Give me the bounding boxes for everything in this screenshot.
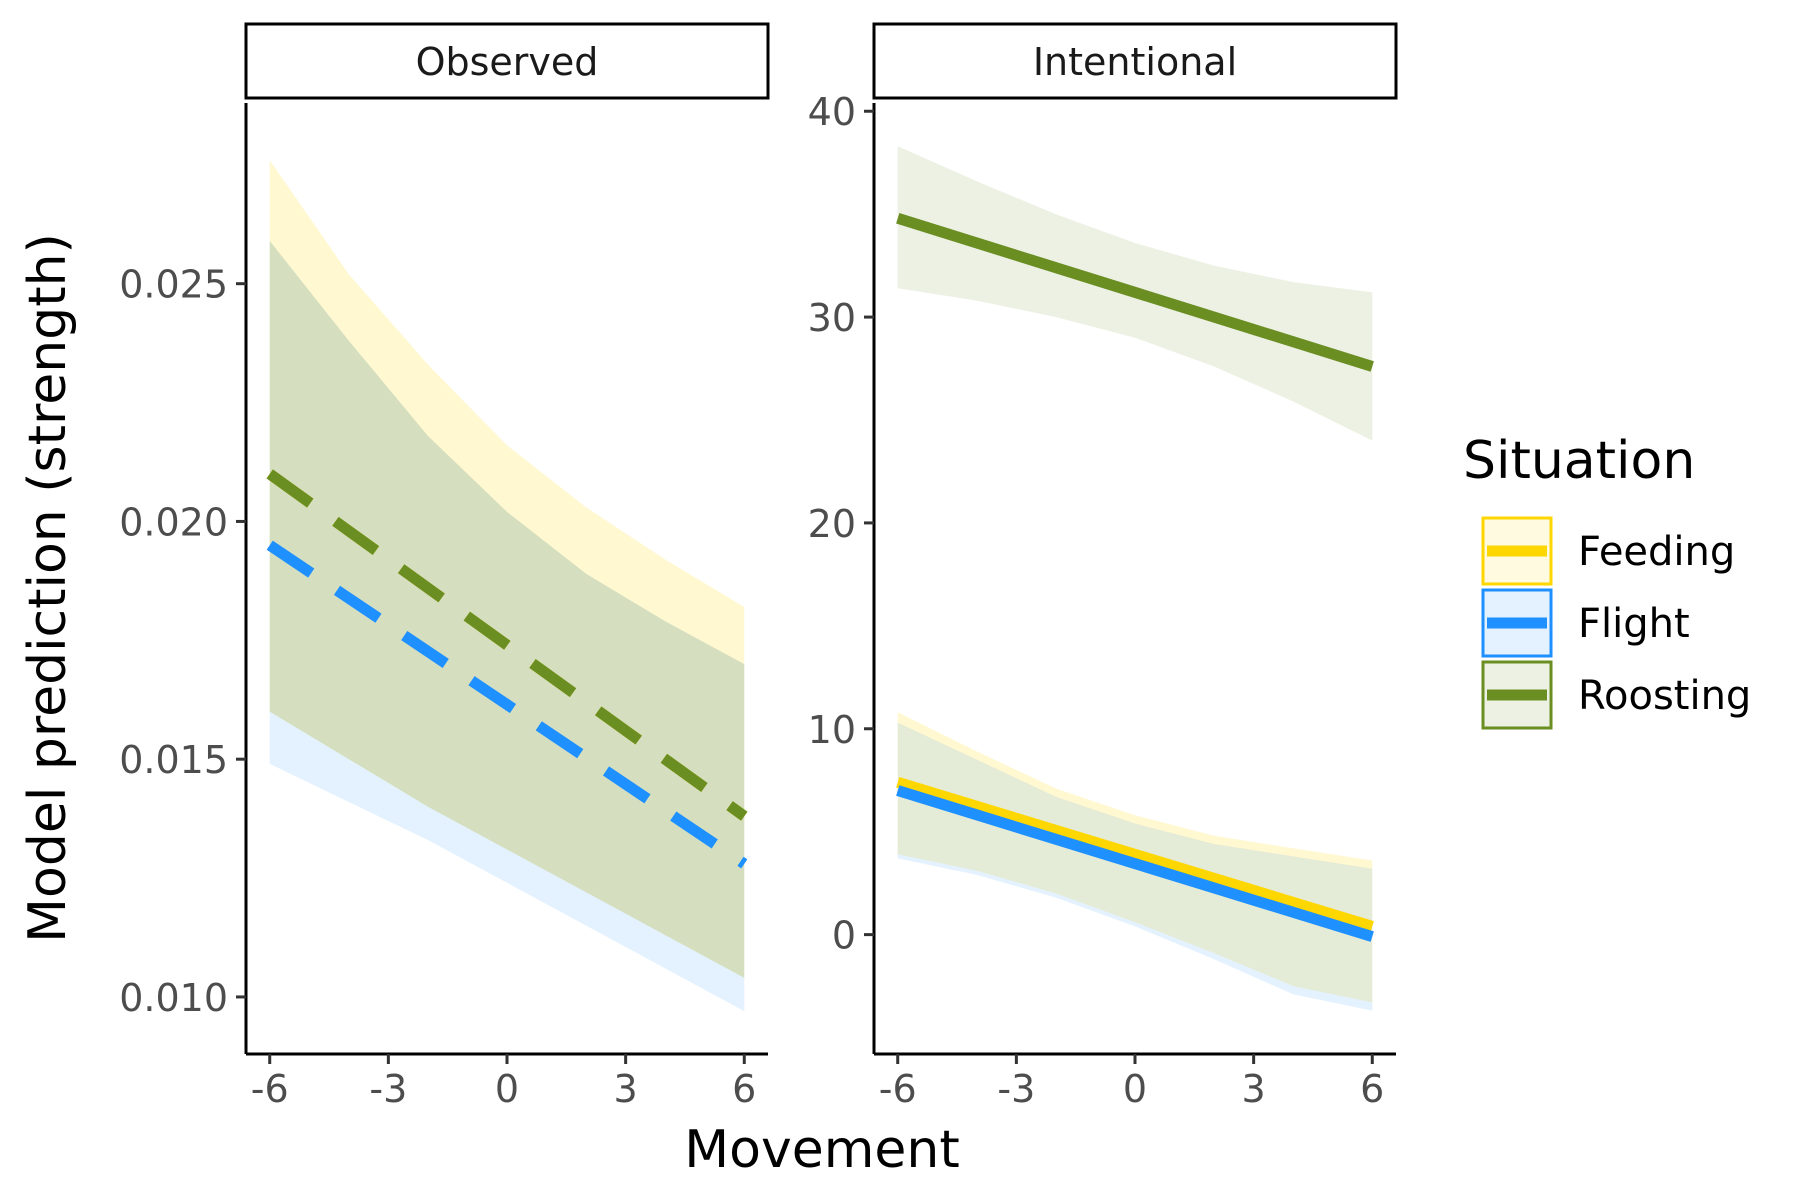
x-tick-label: 3 — [1242, 1067, 1266, 1111]
band-flight — [269, 240, 745, 1012]
y-tick-label: 0.010 — [119, 976, 228, 1020]
x-tick-label: -6 — [251, 1067, 289, 1111]
y-tick-label: 40 — [808, 90, 856, 134]
legend: Situation Feeding Flight Roosting — [1463, 431, 1751, 730]
x-tick-label: 3 — [614, 1067, 638, 1111]
legend-item-feeding: Feeding — [1481, 516, 1735, 586]
legend-item-roosting: Roosting — [1481, 660, 1751, 730]
strip-label: Intentional — [1033, 40, 1237, 84]
legend-title: Situation — [1463, 431, 1695, 491]
y-tick-label: 0.020 — [119, 500, 228, 544]
x-tick-label: -3 — [369, 1067, 407, 1111]
y-tick-label: 30 — [808, 296, 856, 340]
line-roosting — [896, 213, 1374, 372]
line-flight — [266, 540, 748, 869]
y-axis-title: Model prediction (strength) — [18, 233, 78, 943]
y-tick-label: 20 — [808, 502, 856, 546]
y-tick-label: 0.025 — [119, 263, 228, 307]
strip-label: Observed — [416, 40, 599, 84]
legend-item-flight: Flight — [1481, 588, 1690, 658]
x-tick-label: 0 — [495, 1067, 519, 1111]
y-tick-label: 0.015 — [119, 738, 228, 782]
legend-label: Flight — [1578, 601, 1690, 647]
x-tick-label: -6 — [879, 1067, 917, 1111]
line-flight — [896, 785, 1374, 942]
strip-box — [872, 22, 1398, 100]
x-tick-label: 6 — [732, 1067, 756, 1111]
x-tick-label: -3 — [997, 1067, 1035, 1111]
panel-observed: Observed 0.010 0.015 0.020 0.025 -6 -3 0 3 6 — [119, 22, 770, 1111]
legend-label: Roosting — [1578, 673, 1751, 719]
band-feeding — [269, 160, 745, 978]
x-tick-label: 6 — [1360, 1067, 1384, 1111]
line-roosting — [266, 469, 748, 821]
band-roosting — [269, 240, 745, 978]
line-feeding — [896, 777, 1374, 932]
y-tick-label: 10 — [808, 708, 856, 752]
x-tick-label: 0 — [1123, 1067, 1147, 1111]
y-tick-label: 0 — [832, 914, 856, 958]
legend-entries: Feeding Flight Roosting — [1481, 516, 1751, 730]
strip-box — [244, 22, 770, 100]
x-axis-title: Movement — [684, 1120, 959, 1180]
panel-intentional: Intentional 0 10 20 30 40 -6 -3 0 3 6 — [808, 22, 1398, 1111]
legend-label: Feeding — [1578, 529, 1735, 575]
